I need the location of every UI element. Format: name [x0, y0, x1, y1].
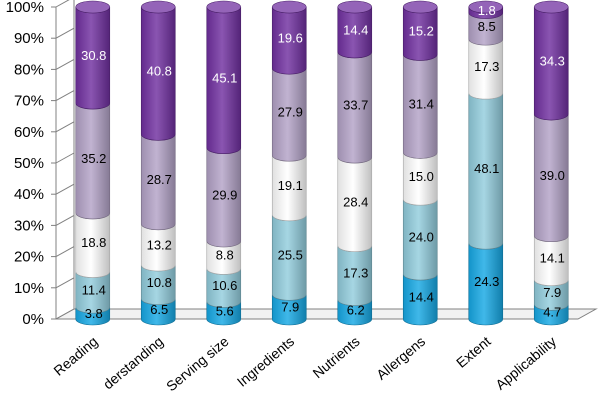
data-label: 4.7	[543, 305, 561, 320]
y-tick-label: 10%	[14, 280, 44, 297]
x-tick-label: Applicability	[492, 333, 559, 393]
bar-top-cap	[271, 0, 307, 14]
x-tick-label: Reading	[50, 333, 100, 379]
y-tick-label: 60%	[14, 124, 44, 141]
data-label: 11.4	[82, 282, 106, 297]
bar-top-cap	[533, 0, 569, 14]
chart-axes	[51, 0, 598, 320]
y-tick-depth-line	[55, 0, 70, 8]
bar-top-cap	[468, 0, 504, 14]
data-label: 39.0	[540, 168, 565, 183]
y-tick-depth-line	[55, 58, 75, 70]
data-label: 6.2	[347, 302, 365, 317]
data-label: 28.7	[147, 172, 172, 187]
data-label: 34.3	[540, 54, 565, 69]
y-tick-label: 40%	[14, 186, 44, 203]
y-tick-label: 100%	[6, 0, 44, 16]
data-label: 15.2	[409, 24, 434, 39]
data-label: 14.4	[343, 22, 368, 37]
x-tick-label: Serving size	[163, 333, 232, 394]
y-tick-label: 30%	[14, 217, 44, 234]
y-tick-depth-line	[55, 27, 75, 39]
x-tick-label: Allergens	[373, 333, 428, 383]
data-label: 33.7	[343, 98, 368, 113]
data-label: 10.8	[147, 275, 172, 290]
data-label: 17.3	[343, 266, 368, 281]
data-label: 30.8	[81, 48, 106, 63]
chart-floor	[54, 308, 598, 320]
data-label: 5.6	[216, 303, 234, 318]
y-tick-depth-line	[55, 246, 75, 258]
data-label: 15.0	[409, 169, 434, 184]
data-label: 25.5	[278, 248, 303, 263]
data-label: 10.6	[212, 278, 237, 293]
data-label: 24.0	[409, 230, 434, 245]
data-label: 13.2	[147, 237, 172, 252]
x-tick-label: Nutrients	[309, 333, 362, 381]
data-label: 8.5	[478, 19, 496, 34]
bar-top-cap	[402, 0, 438, 14]
data-label: 8.8	[216, 248, 234, 263]
data-label: 35.2	[81, 151, 106, 166]
data-label: 6.5	[150, 302, 168, 317]
y-tick-depth-line	[55, 214, 75, 226]
data-label: 18.8	[81, 235, 106, 250]
y-tick-depth-line	[55, 277, 75, 289]
data-label: 7.9	[281, 300, 299, 315]
data-label: 3.8	[85, 306, 103, 321]
y-tick-label: 90%	[14, 30, 44, 47]
data-label: 19.1	[278, 178, 303, 193]
data-label: 1.8	[478, 3, 496, 18]
data-label: 28.4	[343, 194, 368, 209]
y-tick-depth-line	[55, 121, 75, 133]
chart-data-labels: 3.8 11.4 18.8 35.2 30.8 6.5 10.8 13.2 28.7 40.8 5.…	[81, 3, 565, 321]
data-label: 14.4	[409, 290, 434, 305]
data-label: 45.1	[212, 70, 237, 85]
data-label: 14.1	[540, 251, 565, 266]
bar-top-cap	[206, 0, 242, 14]
y-tick-label: 80%	[14, 61, 44, 78]
bar-top-cap	[75, 0, 111, 14]
data-label: 31.4	[409, 96, 434, 111]
x-tick-label: Ingredients	[234, 333, 297, 390]
chart-bars	[75, 0, 569, 326]
x-tick-label: Extent	[453, 333, 494, 371]
y-tick-depth-line	[55, 308, 75, 320]
y-tick-label: 0%	[22, 311, 44, 328]
y-tick-label: 70%	[14, 93, 44, 110]
y-tick-depth-line	[55, 90, 75, 102]
y-tick-label: 20%	[14, 249, 44, 266]
bar-top-cap	[337, 0, 373, 14]
y-tick-depth-line	[55, 152, 75, 164]
data-label: 24.3	[474, 274, 499, 289]
data-label: 29.9	[212, 187, 237, 202]
data-label: 48.1	[474, 161, 499, 176]
data-label: 7.9	[543, 285, 561, 300]
y-tick-label: 50%	[14, 155, 44, 172]
data-label: 19.6	[278, 31, 303, 46]
y-tick-depth-line	[55, 183, 75, 195]
data-label: 27.9	[278, 105, 303, 120]
data-label: 17.3	[474, 59, 499, 74]
bar-top-cap	[140, 0, 176, 14]
x-tick-label: derstanding	[100, 333, 166, 392]
data-label: 40.8	[147, 64, 172, 79]
